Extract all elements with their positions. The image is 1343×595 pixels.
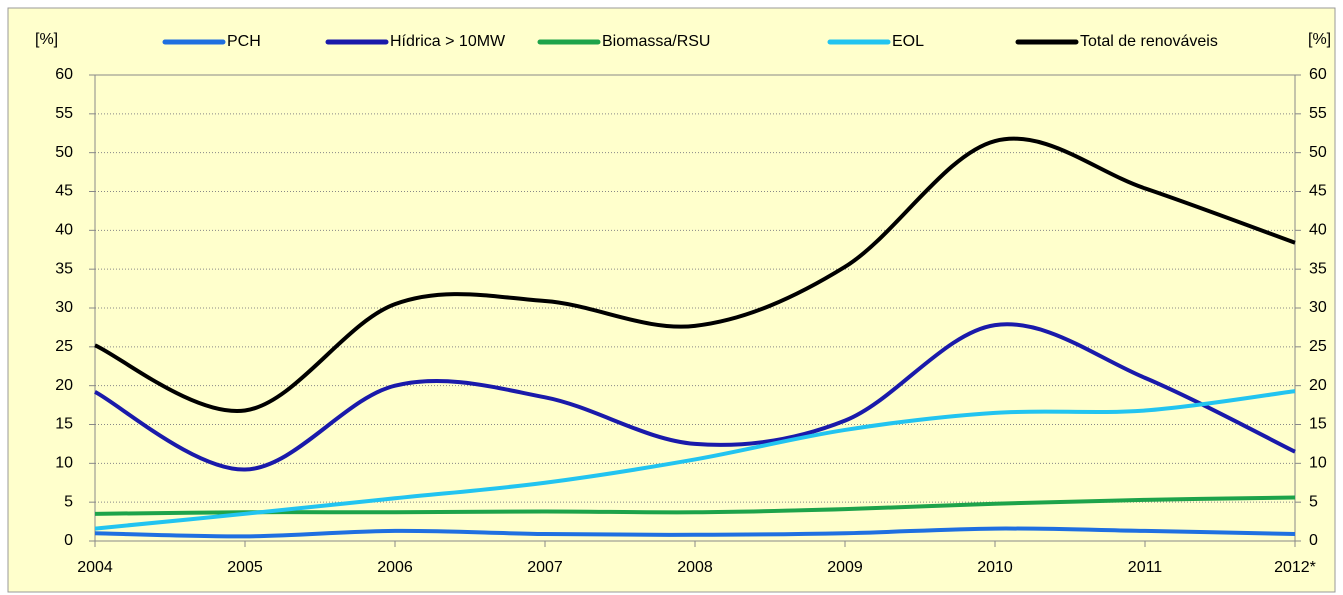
x-tick-label: 2012* bbox=[1274, 559, 1316, 576]
y2-tick-label: 55 bbox=[1309, 105, 1327, 122]
x-tick-label: 2007 bbox=[527, 559, 563, 576]
y2-axis-label: [%] bbox=[1308, 31, 1331, 48]
x-tick-label: 2009 bbox=[827, 559, 863, 576]
y-tick-label: 55 bbox=[55, 105, 73, 122]
x-tick-label: 2010 bbox=[977, 559, 1013, 576]
series-line bbox=[94, 495, 1296, 516]
legend-label: PCH bbox=[227, 33, 261, 50]
y-tick-label: 30 bbox=[55, 299, 73, 316]
y-tick-label: 35 bbox=[55, 260, 73, 277]
y2-tick-label: 40 bbox=[1309, 222, 1327, 239]
series-line bbox=[94, 389, 1296, 531]
y2-tick-label: 25 bbox=[1309, 338, 1327, 355]
legend-label: Total de renováveis bbox=[1080, 33, 1218, 50]
x-tick-label: 2005 bbox=[227, 559, 263, 576]
series-line bbox=[94, 322, 1296, 472]
legend-label: Biomassa/RSU bbox=[602, 33, 710, 50]
x-tick-label: 2004 bbox=[77, 559, 113, 576]
x-tick-label: 2008 bbox=[677, 559, 713, 576]
y2-tick-label: 0 bbox=[1309, 532, 1318, 549]
y-tick-label: 0 bbox=[64, 532, 73, 549]
x-tick-label: 2006 bbox=[377, 559, 413, 576]
y2-tick-label: 50 bbox=[1309, 144, 1327, 161]
legend-label: Hídrica > 10MW bbox=[390, 33, 506, 50]
x-tick-label: 2011 bbox=[1128, 559, 1163, 576]
y2-tick-label: 45 bbox=[1309, 183, 1327, 200]
series-line bbox=[94, 526, 1296, 539]
y2-tick-label: 20 bbox=[1309, 377, 1327, 394]
y-tick-label: 10 bbox=[55, 455, 73, 472]
y-tick-label: 45 bbox=[55, 183, 73, 200]
y-axis-label: [%] bbox=[35, 31, 58, 48]
legend-label: EOL bbox=[892, 33, 924, 50]
y2-tick-label: 10 bbox=[1309, 455, 1327, 472]
y2-tick-label: 60 bbox=[1309, 66, 1327, 83]
y2-tick-label: 5 bbox=[1309, 493, 1318, 510]
y-tick-label: 5 bbox=[64, 493, 73, 510]
y-tick-label: 60 bbox=[55, 66, 73, 83]
y-tick-label: 40 bbox=[55, 222, 73, 239]
y-tick-label: 20 bbox=[55, 377, 73, 394]
y-tick-label: 25 bbox=[55, 338, 73, 355]
series-line bbox=[94, 136, 1296, 413]
y-tick-label: 15 bbox=[55, 416, 73, 433]
y2-tick-label: 15 bbox=[1309, 416, 1327, 433]
y2-tick-label: 30 bbox=[1309, 299, 1327, 316]
y-tick-label: 50 bbox=[55, 144, 73, 161]
y2-tick-label: 35 bbox=[1309, 260, 1327, 277]
